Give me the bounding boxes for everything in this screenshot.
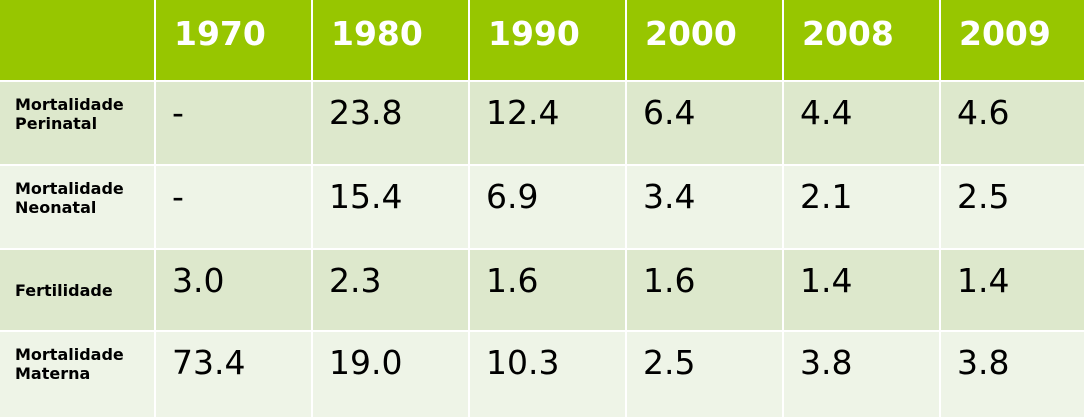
table-cell: 1.4 xyxy=(784,250,939,330)
table-cell: 6.4 xyxy=(627,82,782,164)
row-label-mortalidade-neonatal: Mortalidade Neonatal xyxy=(0,166,154,248)
table-cell: 1.6 xyxy=(470,250,625,330)
row-label-line1: Mortalidade xyxy=(15,345,124,364)
row-label-line2: Neonatal xyxy=(15,198,97,217)
header-corner-cell xyxy=(0,0,154,80)
row-label-mortalidade-materna: Mortalidade Materna xyxy=(0,332,154,417)
table-cell: 12.4 xyxy=(470,82,625,164)
table-cell: 3.0 xyxy=(156,250,311,330)
row-label-fertilidade: Fertilidade xyxy=(0,250,154,330)
table-cell: 2.5 xyxy=(941,166,1084,248)
row-label-line1: Fertilidade xyxy=(15,280,113,300)
header-year-1970: 1970 xyxy=(156,0,311,80)
table-cell: 3.8 xyxy=(941,332,1084,417)
table-cell: 6.9 xyxy=(470,166,625,248)
header-year-2008: 2008 xyxy=(784,0,939,80)
header-year-1990: 1990 xyxy=(470,0,625,80)
table-cell: 2.1 xyxy=(784,166,939,248)
row-label-mortalidade-perinatal: Mortalidade Perinatal xyxy=(0,82,154,164)
table-cell: 10.3 xyxy=(470,332,625,417)
table-cell: 23.8 xyxy=(313,82,468,164)
table-cell: 2.3 xyxy=(313,250,468,330)
row-label-line2: Perinatal xyxy=(15,114,98,133)
header-year-2009: 2009 xyxy=(941,0,1084,80)
table-cell: 1.6 xyxy=(627,250,782,330)
table-cell: 15.4 xyxy=(313,166,468,248)
header-year-1980: 1980 xyxy=(313,0,468,80)
table-cell: 4.6 xyxy=(941,82,1084,164)
table-cell: 3.8 xyxy=(784,332,939,417)
table-cell: 2.5 xyxy=(627,332,782,417)
table-cell: - xyxy=(156,82,311,164)
table-cell: 3.4 xyxy=(627,166,782,248)
header-year-2000: 2000 xyxy=(627,0,782,80)
table-cell: 19.0 xyxy=(313,332,468,417)
row-label-line1: Mortalidade xyxy=(15,95,124,114)
table-cell: 1.4 xyxy=(941,250,1084,330)
row-label-line2: Materna xyxy=(15,364,91,383)
table-cell: - xyxy=(156,166,311,248)
row-label-line1: Mortalidade xyxy=(15,179,124,198)
table-cell: 4.4 xyxy=(784,82,939,164)
table-cell: 73.4 xyxy=(156,332,311,417)
